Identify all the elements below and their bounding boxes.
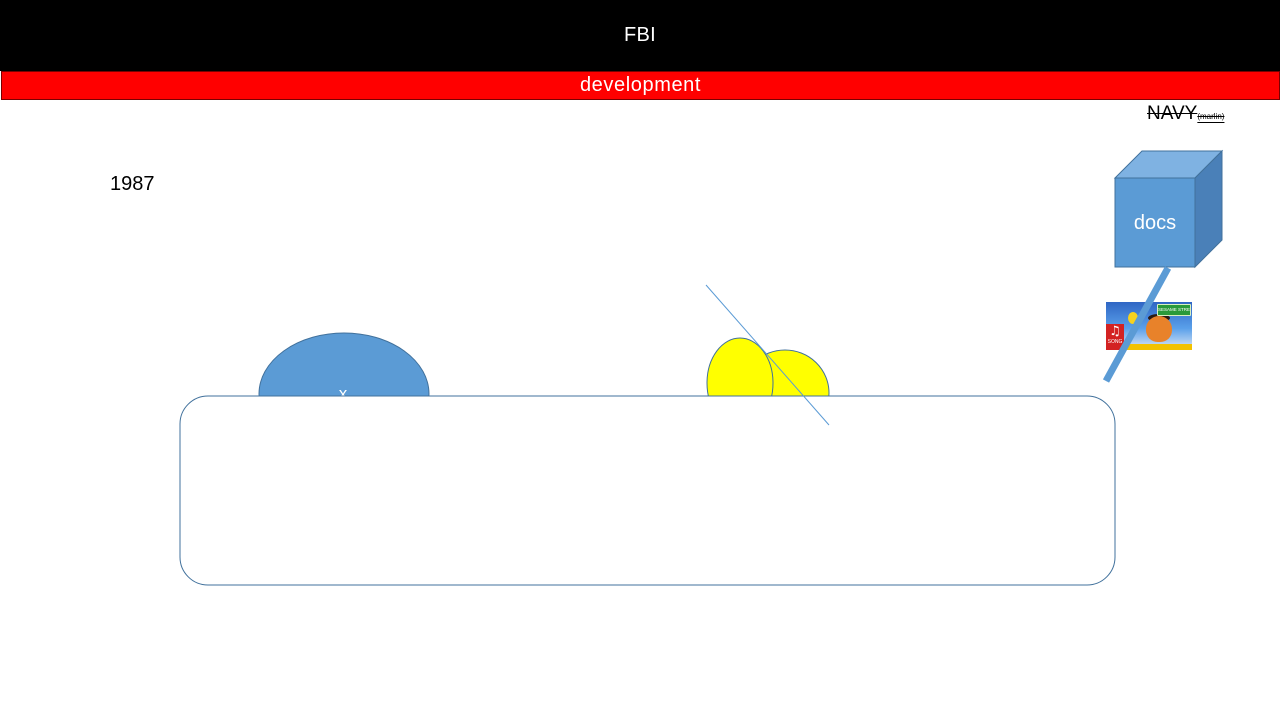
subtitle-bar: development [1, 71, 1280, 100]
thin-diagonal-line[interactable] [705, 284, 830, 426]
cube-front-face [1114, 177, 1196, 268]
year-label: 1987 [110, 173, 155, 195]
title-bar: FBI [0, 0, 1280, 71]
navy-main-text: NAVY [1147, 103, 1198, 124]
rounded-rectangle[interactable] [179, 395, 1116, 586]
navy-sub-text: (marlin) [1197, 112, 1225, 121]
music-note-icon: ♫ [1109, 324, 1121, 339]
oval-label: x [339, 384, 348, 403]
duck-figure [1128, 312, 1138, 324]
character-figure [1146, 316, 1172, 342]
docs-cube[interactable]: docs [1113, 149, 1224, 269]
slide-title: FBI [623, 24, 656, 46]
sesame-street-sign: SESAME STREET [1157, 304, 1191, 316]
music-note-badge: ♫ SONG [1106, 324, 1124, 350]
slide-subtitle: development [579, 74, 702, 96]
song-label: SONG [1107, 339, 1123, 345]
navy-label: NAVY(marlin) [1147, 103, 1224, 125]
sesame-street-song-sticker[interactable]: SESAME STREET ♫ SONG [1106, 302, 1192, 350]
cube-label: docs [1134, 212, 1176, 234]
